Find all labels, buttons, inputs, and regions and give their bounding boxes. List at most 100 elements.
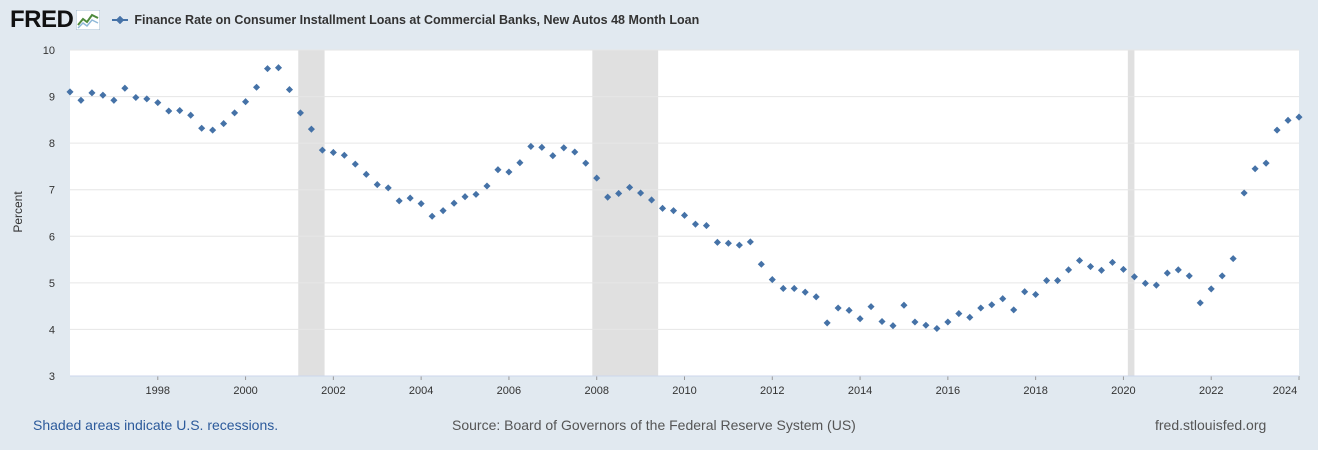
data-point [812,293,820,301]
data-point [110,96,118,104]
data-point [143,95,151,103]
data-point [823,319,831,327]
gridlines [70,49,1299,330]
y-tick-label: 10 [43,45,55,57]
data-point [132,93,140,102]
legend-label: Finance Rate on Consumer Installment Loa… [134,13,700,27]
data-point [801,288,809,296]
data-point [593,174,601,182]
data-point [922,321,930,329]
site-link[interactable]: fred.stlouisfed.org [1155,417,1267,433]
data-point [659,204,667,212]
data-point [768,276,776,284]
x-tick-label: 2006 [497,385,521,397]
data-point [999,295,1007,303]
y-tick-label: 7 [49,185,55,197]
data-point [516,159,524,167]
data-point [318,146,326,154]
data-point [340,151,348,159]
data-point [362,170,370,178]
x-tick-label: 1998 [146,385,170,397]
chart-header: FRED Finance Rate on Consumer Installmen… [10,6,699,34]
data-point [154,99,162,107]
data-point [911,318,919,326]
data-point [669,207,678,215]
x-tick-label: 2000 [233,385,257,397]
data-point [88,89,96,97]
data-point [691,220,700,228]
data-point [472,190,480,198]
data-point [1010,306,1018,314]
data-point [373,181,381,189]
data-point [560,144,568,152]
data-point [176,107,184,115]
data-point [274,64,283,72]
y-tick-label: 3 [49,371,55,383]
data-point [779,284,787,292]
data-point [253,83,261,91]
data-point [834,304,842,312]
data-point [966,313,974,321]
x-tick-label: 2008 [584,385,608,397]
data-point [209,126,217,134]
y-axis-tick-labels: 3 4 5 6 7 8 9 10 [43,45,55,383]
data-point [867,303,875,311]
data-point [450,199,458,207]
data-point [461,193,469,201]
x-tick-label: 2010 [672,385,696,397]
data-point [428,212,436,220]
data-point [198,124,206,132]
y-tick-label: 8 [49,138,55,150]
data-points [66,64,1303,333]
x-tick-label: 2016 [936,385,960,397]
x-tick-label: 2004 [409,385,433,397]
data-point [988,301,996,309]
x-tick-label: 2022 [1199,385,1223,397]
y-axis-label: Percent [11,191,25,233]
x-tick-label: 2012 [760,385,784,397]
data-point [878,317,886,326]
data-point [889,322,897,330]
data-point [900,301,908,309]
recession-band-2 [592,50,659,376]
data-point [571,148,579,156]
data-point [505,168,513,176]
data-point [99,91,107,99]
data-point [395,197,403,205]
data-point [285,86,293,94]
data-point [648,196,656,204]
data-point [604,193,612,201]
x-tick-label: 2018 [1023,385,1047,397]
y-tick-label: 4 [49,324,55,336]
recession-note: Shaded areas indicate U.S. recessions. [33,417,279,433]
data-point [582,159,590,167]
data-point [439,207,447,215]
data-point [538,143,546,151]
data-point [384,184,392,192]
data-point [549,152,557,160]
data-point [494,166,502,174]
source-note: Source: Board of Governors of the Federa… [452,417,856,433]
data-point [735,241,743,249]
data-point [790,284,798,292]
x-tick-label: 2020 [1111,385,1135,397]
data-point [977,304,985,312]
legend: Finance Rate on Consumer Installment Loa… [112,13,699,27]
data-point [220,120,228,128]
y-tick-label: 5 [49,278,55,290]
legend-swatch-icon [112,16,129,24]
x-axis-tick-labels: 1998 2000 2002 2004 2006 2008 2010 2012 2014 2016… [70,375,1300,397]
data-point [66,88,74,96]
data-point [307,125,315,133]
data-point [713,238,721,246]
fred-logo[interactable]: FRED [10,6,74,33]
data-point [615,189,623,197]
data-point [680,211,689,219]
data-point [845,306,853,314]
x-tick-label: 2024 [1273,385,1297,397]
fred-logo-graph-icon [76,10,101,30]
data-point [263,65,272,73]
y-tick-label: 9 [49,92,55,104]
recession-band-3 [1127,50,1135,376]
data-point [933,324,941,333]
